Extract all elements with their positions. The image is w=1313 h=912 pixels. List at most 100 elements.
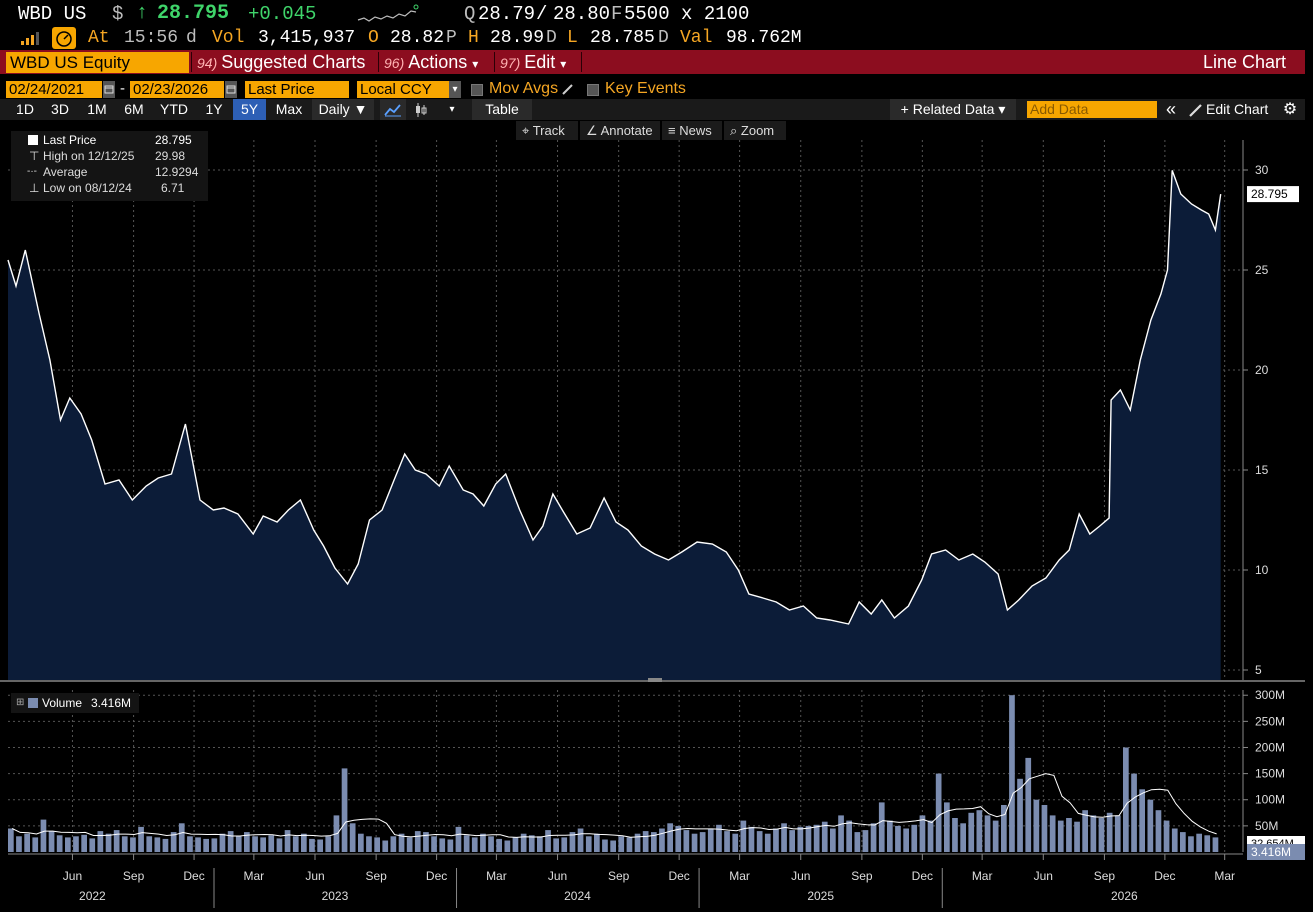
expand-icon[interactable]: ⊞ [16,697,25,708]
news-label: News [679,123,712,138]
y-tick-label: 5 [1255,663,1262,677]
period-6m[interactable]: 6M [124,101,144,117]
related-data-menu[interactable]: + Related Data ▾ [890,99,1016,120]
volume-last-marker-label: 3.416M [1251,845,1291,859]
volume-bar [1212,837,1219,852]
high-label: H [468,28,479,48]
volume-bar [626,837,633,852]
last-price-marker-label: 28.795 [1251,187,1288,201]
collapse-icon[interactable]: « [1165,99,1176,119]
price-line [7,170,1222,625]
period-ytd[interactable]: YTD [160,101,188,117]
period-1m[interactable]: 1M [87,101,107,117]
volume-bar [170,832,177,852]
volume-bar [830,828,836,852]
volume-bar [162,838,169,852]
volume-bar [244,832,250,852]
volume-bar [773,828,779,852]
volume-bar [805,825,812,852]
zoom-button[interactable]: ⌕ Zoom [724,121,786,140]
volume-bar [585,836,592,852]
volume-bar [651,832,657,852]
track-button[interactable]: ⌖ Track [516,121,578,140]
add-data-input[interactable]: Add Data [1027,101,1157,118]
candlestick-icon[interactable] [408,99,434,120]
volume-bar [789,830,795,852]
volume-bar [1057,820,1064,852]
period-max[interactable]: Max [275,101,303,117]
volume-bar [24,833,30,852]
security-input[interactable]: WBD US Equity [6,52,189,73]
volume-tick-label: 50M [1255,819,1278,833]
suggested-charts-menu[interactable]: 94) Suggested Charts [197,50,365,74]
price-volume-chart[interactable]: 30 25 20 15 10 5 28.795 300M 250M 200M 150M 100M 50M… [0,140,1313,912]
start-date-input[interactable]: 02/24/2021 [6,81,102,98]
zoom-label: Zoom [740,123,775,138]
crosshair-icon: ⌖ [522,123,530,138]
volume-bar [32,837,39,852]
last-price-marker [1247,186,1299,203]
legend-low: ⊥ Low on 08/12/24 6.71 [11,180,208,196]
open-suffix: P [446,28,457,48]
pencil-icon[interactable] [1188,102,1204,118]
open-label: O [368,28,379,48]
chart-type-label[interactable]: Line Chart [1203,52,1287,72]
volume-bar [81,834,87,852]
period-5y[interactable]: 5Y [233,99,266,120]
period-1y[interactable]: 1Y [205,101,223,117]
gear-icon[interactable]: ⚙ [1282,101,1298,118]
frequency-select[interactable]: Daily ▼ [312,99,374,120]
calendar-icon[interactable] [103,81,115,98]
line-chart-icon[interactable] [380,99,406,120]
volume-bar [952,818,958,852]
volume-bar [878,802,885,852]
volume-bar [203,838,209,852]
y-tick-label: 20 [1255,363,1269,377]
mov-avgs-checkbox[interactable] [471,84,483,96]
period-1d[interactable]: 1D [16,101,34,117]
annotate-button[interactable]: ∠ Annotate [580,121,660,140]
bid-label: Q [464,3,476,25]
last-price: 28.795 [157,2,230,25]
edit-chart-button[interactable]: Edit Chart [1206,101,1269,117]
month-tick-label: Sep [1094,869,1116,883]
chevron-down-icon[interactable]: ▾ [449,81,461,98]
currency-select[interactable]: Local CCY [357,81,449,98]
key-events-label[interactable]: Key Events [605,80,686,97]
field-select[interactable]: Last Price [245,81,349,98]
volume-bar [683,830,690,852]
volume-bar [862,830,869,852]
key-events-checkbox[interactable] [587,84,599,96]
realtime-gauge-icon[interactable] [52,27,76,49]
volume-bar [545,830,551,852]
chevron-down-icon[interactable]: ▾ [449,104,455,115]
volume-bar [1001,805,1007,852]
ticker-label[interactable]: WBD US [18,3,87,25]
period-3d[interactable]: 3D [51,101,69,117]
legend-value: 28.795 [155,133,192,147]
month-tick-label: Sep [365,869,387,883]
volume-bar [870,823,877,852]
y-tick-label: 30 [1255,163,1269,177]
volume-bar [1139,789,1145,852]
volume-bar [960,823,966,852]
news-button[interactable]: ≡ News [662,121,722,140]
legend-last-price[interactable]: Last Price 28.795 [11,132,208,148]
volume-bar [48,831,55,852]
calendar-icon[interactable] [225,81,237,98]
volume-bar [895,825,901,852]
volume-bar [40,819,47,852]
low-marker-icon: ⊥ [29,181,40,195]
volume-bar [154,837,161,852]
volume-bar [187,836,193,852]
volume-bar [268,835,275,852]
end-date-input[interactable]: 02/23/2026 [130,81,224,98]
pencil-icon[interactable] [561,82,575,96]
volume-legend[interactable]: ⊞ Volume 3.416M [11,693,139,713]
actions-menu[interactable]: 96) Actions ▾ [384,50,478,74]
volume-bar [447,839,454,852]
volume-bar [1123,747,1129,852]
table-button[interactable]: Table [472,99,532,120]
edit-menu[interactable]: 97) Edit ▾ [500,50,566,74]
mov-avgs-label[interactable]: Mov Avgs [489,80,559,97]
